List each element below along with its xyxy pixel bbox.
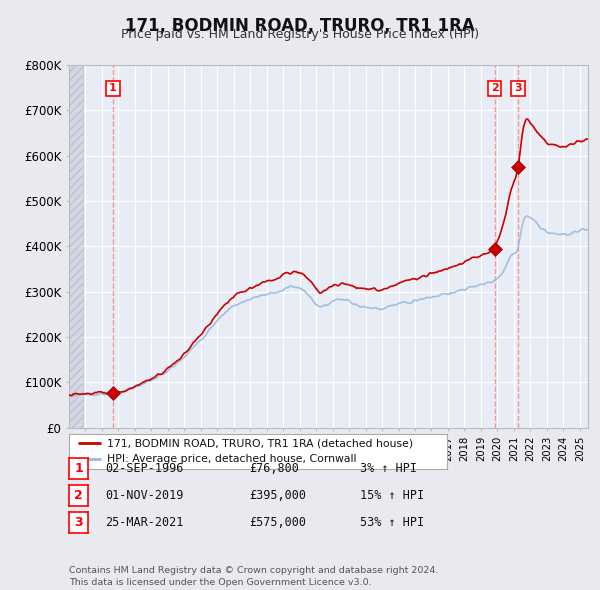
Text: HPI: Average price, detached house, Cornwall: HPI: Average price, detached house, Corn… (107, 454, 356, 464)
Text: 3: 3 (514, 84, 522, 93)
Text: £575,000: £575,000 (249, 516, 306, 529)
Text: Contains HM Land Registry data © Crown copyright and database right 2024.
This d: Contains HM Land Registry data © Crown c… (69, 566, 439, 587)
Text: 3% ↑ HPI: 3% ↑ HPI (360, 462, 417, 475)
Text: £76,800: £76,800 (249, 462, 299, 475)
Text: 1: 1 (109, 84, 117, 93)
Text: 2: 2 (491, 84, 499, 93)
Text: 02-SEP-1996: 02-SEP-1996 (105, 462, 184, 475)
Bar (69, 65, 83, 428)
Text: 2: 2 (74, 489, 83, 502)
Text: 01-NOV-2019: 01-NOV-2019 (105, 489, 184, 502)
Text: Price paid vs. HM Land Registry's House Price Index (HPI): Price paid vs. HM Land Registry's House … (121, 28, 479, 41)
Text: 53% ↑ HPI: 53% ↑ HPI (360, 516, 424, 529)
Text: 3: 3 (74, 516, 83, 529)
Text: 171, BODMIN ROAD, TRURO, TR1 1RA: 171, BODMIN ROAD, TRURO, TR1 1RA (125, 17, 475, 35)
Text: 15% ↑ HPI: 15% ↑ HPI (360, 489, 424, 502)
Text: 1: 1 (74, 462, 83, 475)
Text: 171, BODMIN ROAD, TRURO, TR1 1RA (detached house): 171, BODMIN ROAD, TRURO, TR1 1RA (detach… (107, 438, 413, 448)
Text: 25-MAR-2021: 25-MAR-2021 (105, 516, 184, 529)
Text: £395,000: £395,000 (249, 489, 306, 502)
